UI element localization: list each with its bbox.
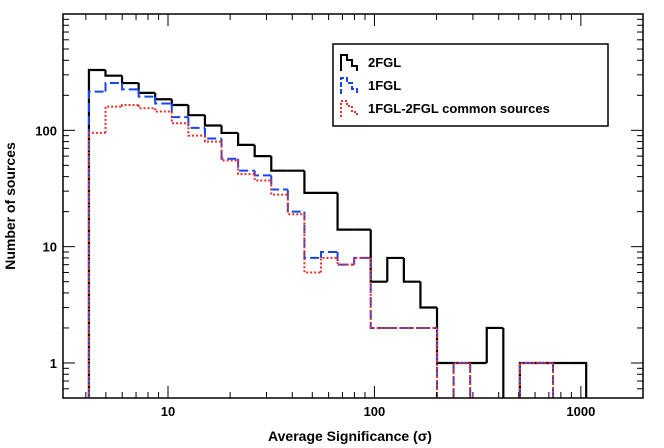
histogram-bin — [187, 117, 205, 129]
x-tick-label: 10 — [161, 404, 175, 419]
legend-box — [332, 43, 609, 127]
legend: 2FGL 1FGL 1FGL-2FGL common sources — [332, 43, 609, 127]
legend-item: 1FGL-2FGL common sources — [340, 100, 550, 117]
histogram-bin — [303, 170, 321, 194]
histogram-bin — [303, 214, 321, 274]
y-tick-label: 10 — [43, 240, 57, 255]
histogram-bin — [569, 361, 588, 398]
histogram-bin — [87, 90, 106, 398]
histogram-bin — [253, 174, 272, 182]
legend-items: 2FGL 1FGL 1FGL-2FGL common sources — [340, 54, 550, 117]
histogram-bin — [518, 361, 537, 398]
legend-label: 1FGL-2FGL common sources — [368, 101, 550, 116]
histogram-bin — [203, 127, 222, 140]
legend-swatch — [340, 77, 358, 94]
histogram-bin — [203, 135, 222, 143]
series-2 — [87, 82, 555, 398]
histogram-bin — [104, 82, 123, 92]
histogram-bin — [104, 70, 123, 77]
legend-label: 1FGL — [368, 78, 401, 93]
histogram-bin — [170, 99, 189, 107]
histogram-bin — [121, 104, 139, 107]
histogram-bin — [87, 131, 106, 398]
histogram-bin — [485, 326, 504, 363]
histogram-bin — [303, 211, 321, 259]
histogram-bin — [435, 307, 454, 365]
histogram-bin — [402, 257, 421, 283]
legend-swatch — [340, 54, 358, 71]
histogram-bin — [518, 361, 537, 398]
histogram-bin — [120, 75, 139, 85]
histogram-bin — [286, 189, 305, 213]
histogram-bin — [336, 257, 355, 266]
histogram-bin — [419, 281, 438, 309]
x-axis-title: Average Significance (σ) — [268, 428, 432, 444]
histogram-bin — [336, 251, 355, 266]
histogram-bin — [518, 361, 537, 398]
legend-label: 2FGL — [368, 55, 401, 70]
series-3 — [87, 104, 555, 398]
y-tick-label: 100 — [35, 123, 57, 138]
histogram-bin — [187, 123, 205, 137]
histogram-bin — [237, 158, 255, 172]
histogram-bin — [270, 175, 288, 191]
histogram-bin — [137, 89, 156, 98]
x-tick-label: 100 — [364, 404, 386, 419]
y-axis-title: Number of sources — [2, 142, 18, 270]
histogram-bin — [353, 256, 371, 265]
histogram-bin — [220, 138, 239, 160]
histogram-bin — [154, 96, 172, 105]
series-layer — [87, 68, 588, 398]
histogram-bin — [369, 229, 388, 283]
legend-item: 1FGL — [340, 77, 401, 94]
histogram-bin — [87, 68, 106, 398]
histogram-bin — [237, 160, 255, 176]
x-axis-ticks: 10 100 1000 — [85, 14, 644, 419]
histogram-bin — [386, 256, 404, 282]
histogram-bin — [137, 105, 156, 110]
histogram-bin — [253, 170, 272, 177]
histogram-bin — [369, 257, 388, 329]
histogram-bin — [154, 92, 172, 101]
histogram-bin — [121, 83, 139, 91]
histogram-bin — [353, 256, 371, 265]
legend-item: 2FGL — [340, 54, 401, 71]
histogram-bin — [452, 361, 471, 398]
histogram-bin — [187, 105, 205, 117]
histogram-bin — [270, 156, 288, 172]
x-tick-label: 1000 — [566, 404, 595, 419]
histogram-bin — [270, 180, 288, 196]
histogram-bin — [319, 256, 338, 273]
histogram-bin — [137, 83, 156, 94]
y-tick-label: 1 — [50, 356, 57, 371]
plot-frame — [62, 13, 644, 399]
histogram-bin — [336, 192, 355, 231]
histogram-bin — [154, 108, 172, 113]
histogram-bin — [220, 141, 239, 162]
histogram-bin — [452, 361, 471, 398]
y-axis-ticks: 1 10 100 — [35, 13, 643, 399]
histogram-bin — [237, 132, 255, 146]
histogram-bin — [319, 250, 338, 258]
legend-swatch — [340, 100, 358, 117]
histogram-bin — [253, 144, 272, 158]
histogram-bin — [369, 257, 388, 329]
histogram-bin — [203, 115, 222, 127]
histogram-bin — [104, 105, 123, 133]
histogram-bin — [220, 125, 239, 135]
